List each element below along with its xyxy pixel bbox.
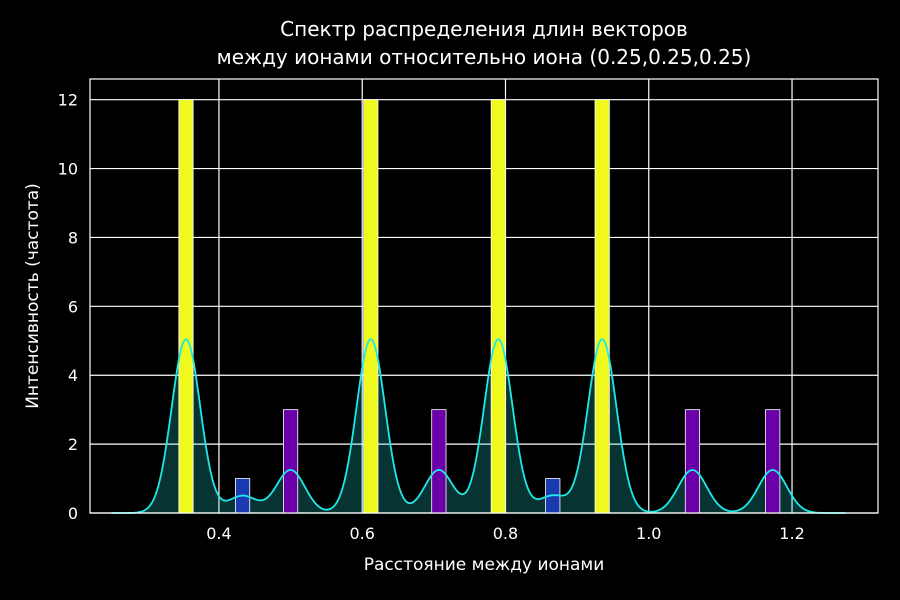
y-tick-label: 8 — [68, 228, 78, 247]
bar — [431, 409, 447, 514]
y-tick-label: 2 — [68, 435, 78, 454]
plot-frame — [89, 78, 879, 514]
y-tick-label: 6 — [68, 297, 78, 316]
chart-title-line-1: Спектр распределения длин векторов — [280, 17, 688, 41]
bar — [684, 409, 701, 514]
plot-area — [90, 79, 878, 513]
bar — [283, 409, 299, 514]
x-tick-label: 0.6 — [349, 524, 374, 543]
x-tick-label: 0.8 — [493, 524, 518, 543]
y-tick-label: 12 — [58, 91, 78, 110]
bar — [490, 99, 506, 514]
x-tick-label: 1.2 — [779, 524, 804, 543]
x-axis-ticks: 0.4 0.6 0.8 1.0 1.2 — [206, 524, 805, 543]
chart-title-line-2: между ионами относительно иона (0.25,0.2… — [217, 45, 752, 69]
bar — [594, 99, 610, 514]
bar — [178, 99, 194, 514]
y-axis-ticks: 0 2 4 6 8 10 12 — [58, 91, 78, 523]
y-tick-label: 4 — [68, 366, 78, 385]
y-tick-label: 0 — [68, 504, 78, 523]
y-axis-label: Интенсивность (частота) — [23, 183, 43, 409]
x-axis-label: Расстояние между ионами — [364, 555, 605, 575]
bars — [178, 99, 781, 514]
kde-line-group — [111, 338, 846, 514]
x-tick-label: 1.0 — [636, 524, 661, 543]
kde-line — [111, 338, 846, 514]
x-tick-label: 0.4 — [206, 524, 231, 543]
bar — [765, 409, 781, 514]
bar — [363, 99, 379, 514]
y-tick-label: 10 — [58, 160, 78, 179]
